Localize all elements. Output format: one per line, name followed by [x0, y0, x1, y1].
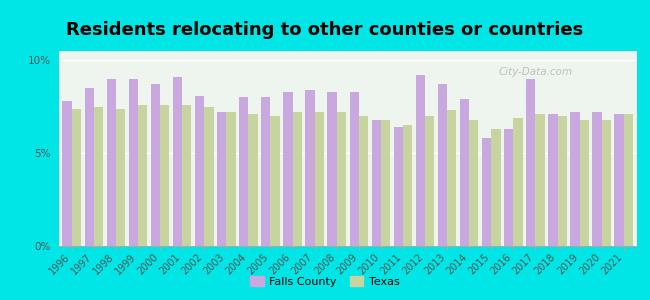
Bar	[129, 79, 138, 246]
Bar	[248, 114, 257, 246]
Bar	[328, 92, 337, 246]
Bar	[460, 99, 469, 246]
Bar	[270, 116, 280, 246]
Bar	[239, 98, 248, 246]
Bar	[350, 92, 359, 246]
Bar	[536, 114, 545, 246]
Bar	[62, 101, 72, 246]
Bar	[261, 98, 270, 246]
Bar	[416, 75, 425, 246]
Bar	[160, 105, 170, 246]
Legend: Falls County, Texas: Falls County, Texas	[246, 272, 404, 291]
Bar	[624, 114, 633, 246]
Bar	[195, 96, 204, 246]
Text: City-Data.com: City-Data.com	[498, 67, 572, 76]
Bar	[204, 107, 213, 246]
Bar	[283, 92, 292, 246]
Bar	[614, 114, 624, 246]
Bar	[292, 112, 302, 246]
Bar	[306, 90, 315, 246]
Bar	[226, 112, 235, 246]
Bar	[514, 118, 523, 246]
Bar	[469, 120, 478, 246]
Bar	[72, 109, 81, 246]
Bar	[602, 120, 611, 246]
Bar	[151, 84, 160, 246]
Bar	[447, 110, 456, 246]
Bar	[381, 120, 390, 246]
Bar	[592, 112, 602, 246]
Bar	[526, 79, 536, 246]
Bar	[337, 112, 346, 246]
Bar	[403, 125, 412, 246]
Bar	[425, 116, 434, 246]
Bar	[94, 107, 103, 246]
Text: Residents relocating to other counties or countries: Residents relocating to other counties o…	[66, 21, 584, 39]
Bar	[173, 77, 182, 246]
Bar	[394, 127, 403, 246]
Bar	[548, 114, 558, 246]
Bar	[138, 105, 148, 246]
Bar	[570, 112, 580, 246]
Bar	[84, 88, 94, 246]
Bar	[372, 120, 381, 246]
Bar	[558, 116, 567, 246]
Bar	[359, 116, 368, 246]
Bar	[315, 112, 324, 246]
Bar	[107, 79, 116, 246]
Bar	[217, 112, 226, 246]
Bar	[182, 105, 191, 246]
Bar	[116, 109, 125, 246]
Bar	[504, 129, 514, 246]
Bar	[438, 84, 447, 246]
Bar	[482, 138, 491, 246]
Bar	[580, 120, 589, 246]
Bar	[491, 129, 500, 246]
